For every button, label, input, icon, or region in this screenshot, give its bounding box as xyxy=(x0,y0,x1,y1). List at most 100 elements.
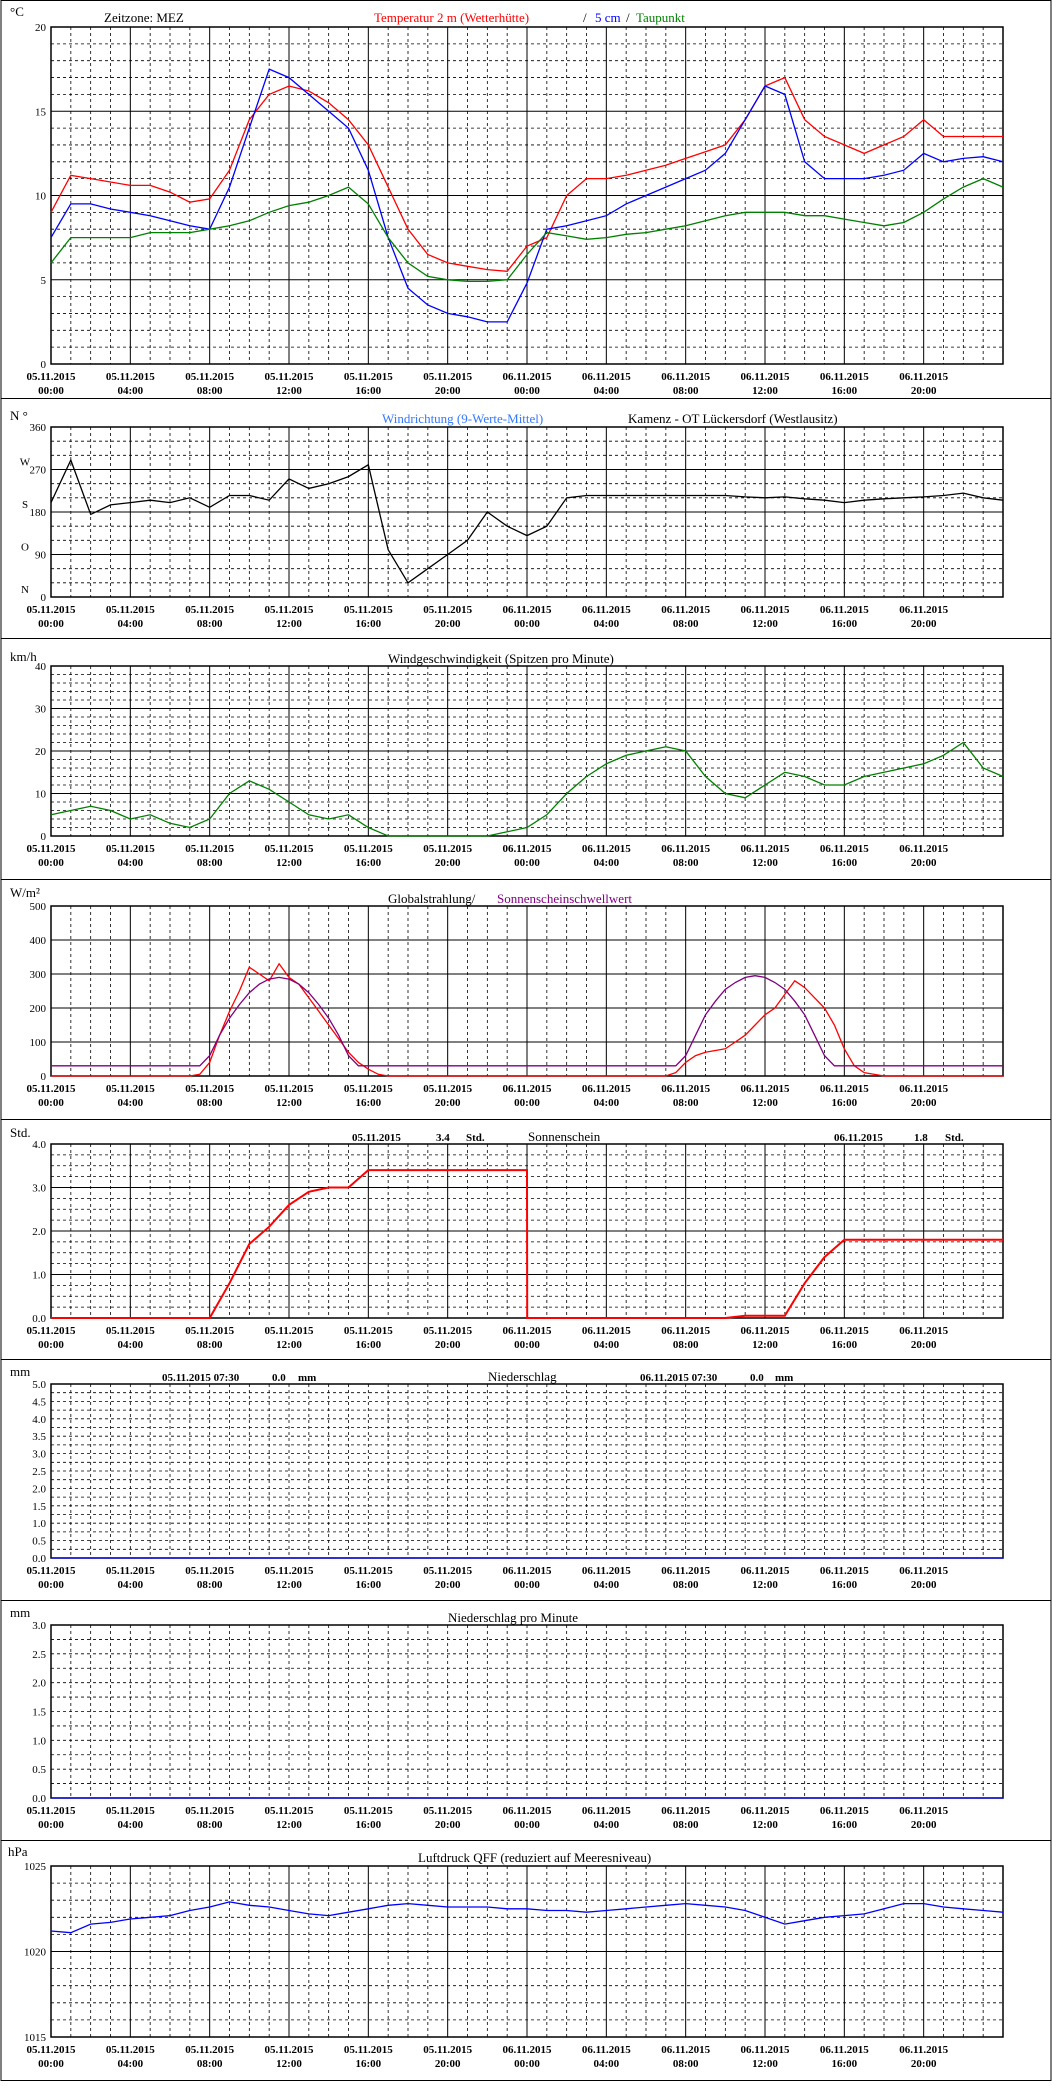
temperature-x-tick-date: 06.11.2015 xyxy=(503,371,552,383)
wind_speed-x-tick-time: 04:00 xyxy=(117,857,143,869)
pressure-x-tick-date: 05.11.2015 xyxy=(423,2044,472,2056)
precipitation-x-tick-time: 20:00 xyxy=(435,1579,461,1591)
radiation-series-purple-line xyxy=(51,975,1003,1067)
precipitation-x-tick-time: 20:00 xyxy=(911,1579,937,1591)
precipitation-x-tick-time: 08:00 xyxy=(197,1579,223,1591)
temperature-x-tick-time: 08:00 xyxy=(197,385,223,397)
temperature-x-tick-date: 06.11.2015 xyxy=(899,371,948,383)
precipitation-day1-unit: mm xyxy=(298,1372,316,1384)
sunshine-x-tick-date: 06.11.2015 xyxy=(820,1325,869,1337)
precipitation-y-tick-label: 0.5 xyxy=(32,1536,46,1548)
precipitation-x-tick-time: 04:00 xyxy=(117,1579,143,1591)
pressure-x-tick-date: 05.11.2015 xyxy=(265,2044,314,2056)
temperature-series-green-line xyxy=(50,177,1004,283)
wind_speed-x-tick-time: 00:00 xyxy=(38,857,64,869)
wind_speed-x-tick-date: 06.11.2015 xyxy=(582,843,631,855)
temperature-x-tick-date: 06.11.2015 xyxy=(582,371,631,383)
radiation-x-tick-time: 08:00 xyxy=(673,1097,699,1109)
radiation-unit: W/m² xyxy=(10,885,40,900)
radiation-x-tick-date: 06.11.2015 xyxy=(503,1083,552,1095)
precip_minute-x-tick-date: 06.11.2015 xyxy=(582,1805,631,1817)
temperature-x-tick-date: 06.11.2015 xyxy=(820,371,869,383)
precipitation-y-tick-label: 4.5 xyxy=(32,1396,46,1408)
sunshine-x-tick-time: 08:00 xyxy=(197,1339,223,1351)
wind_speed-x-tick-date: 06.11.2015 xyxy=(741,843,790,855)
wind-direction-compass-label: W xyxy=(20,457,31,469)
temperature-x-tick-date: 05.11.2015 xyxy=(106,371,155,383)
precipitation-y-tick-label: 4.0 xyxy=(32,1414,46,1426)
sunshine-day2-value: 1.8 xyxy=(914,1132,928,1144)
radiation-x-tick-time: 12:00 xyxy=(276,1097,302,1109)
precipitation-x-tick-date: 06.11.2015 xyxy=(582,1565,631,1577)
wind_speed-x-tick-time: 12:00 xyxy=(276,857,302,869)
sunshine-day1-date: 05.11.2015 xyxy=(352,1132,401,1144)
sunshine-x-tick-time: 08:00 xyxy=(673,1339,699,1351)
precip_minute-y-tick-label: 0.0 xyxy=(32,1793,46,1805)
temperature-legend-green: Taupunkt xyxy=(636,10,685,25)
precipitation-x-tick-time: 16:00 xyxy=(355,1579,381,1591)
sunshine-day1-unit: Std. xyxy=(466,1132,485,1144)
radiation-x-tick-time: 08:00 xyxy=(197,1097,223,1109)
precip-minute-unit: mm xyxy=(10,1605,30,1620)
precip_minute-x-tick-time: 04:00 xyxy=(593,1819,619,1831)
sunshine-x-tick-date: 06.11.2015 xyxy=(741,1325,790,1337)
sunshine-x-tick-date: 06.11.2015 xyxy=(661,1325,710,1337)
precipitation-x-tick-time: 00:00 xyxy=(514,1579,540,1591)
radiation-x-tick-time: 16:00 xyxy=(355,1097,381,1109)
wind_direction-x-tick-date: 06.11.2015 xyxy=(741,604,790,616)
precipitation-title: Niederschlag xyxy=(488,1369,557,1384)
temperature-x-tick-date: 05.11.2015 xyxy=(265,371,314,383)
temperature-y-tick-label: 5 xyxy=(41,275,47,287)
pressure-x-tick-time: 16:00 xyxy=(355,2058,381,2070)
temperature-x-tick-time: 04:00 xyxy=(117,385,143,397)
temperature-y-tick-label: 0 xyxy=(41,359,47,371)
wind_speed-x-tick-date: 05.11.2015 xyxy=(106,843,155,855)
wind_speed-y-tick-label: 30 xyxy=(35,704,47,716)
sunshine-x-tick-time: 00:00 xyxy=(38,1339,64,1351)
wind_speed-x-tick-date: 06.11.2015 xyxy=(820,843,869,855)
radiation-x-tick-date: 06.11.2015 xyxy=(899,1083,948,1095)
precipitation-x-tick-time: 12:00 xyxy=(276,1579,302,1591)
radiation-x-tick-time: 12:00 xyxy=(752,1097,778,1109)
wind_direction-x-tick-time: 00:00 xyxy=(514,618,540,630)
sunshine-x-tick-date: 05.11.2015 xyxy=(344,1325,393,1337)
radiation-title-threshold: Sonnenscheinschwellwert xyxy=(497,891,632,906)
pressure-x-tick-time: 08:00 xyxy=(197,2058,223,2070)
precipitation-y-tick-label: 0.0 xyxy=(32,1553,46,1565)
temperature-x-tick-time: 00:00 xyxy=(514,385,540,397)
wind_speed-x-tick-time: 08:00 xyxy=(673,857,699,869)
radiation-x-tick-date: 05.11.2015 xyxy=(265,1083,314,1095)
wind_speed-x-tick-time: 08:00 xyxy=(197,857,223,869)
temperature-unit: °C xyxy=(10,4,24,19)
precipitation-x-tick-date: 05.11.2015 xyxy=(265,1565,314,1577)
radiation-y-tick-label: 300 xyxy=(30,969,47,981)
wind_direction-x-tick-time: 00:00 xyxy=(38,618,64,630)
temperature-x-tick-date: 05.11.2015 xyxy=(27,371,76,383)
precip_minute-x-tick-time: 12:00 xyxy=(276,1819,302,1831)
precipitation-x-tick-date: 06.11.2015 xyxy=(503,1565,552,1577)
temperature-x-tick-date: 06.11.2015 xyxy=(661,371,710,383)
wind_speed-x-tick-date: 05.11.2015 xyxy=(344,843,393,855)
precipitation-day2-unit: mm xyxy=(775,1372,793,1384)
radiation-y-tick-label: 500 xyxy=(30,901,47,913)
temperature-x-tick-time: 20:00 xyxy=(911,385,937,397)
precip_minute-x-tick-date: 05.11.2015 xyxy=(265,1805,314,1817)
wind_speed-x-tick-date: 05.11.2015 xyxy=(265,843,314,855)
precipitation-day2-date: 06.11.2015 07:30 xyxy=(640,1372,718,1384)
wind-speed-title: Windgeschwindigkeit (Spitzen pro Minute) xyxy=(388,651,614,666)
pressure-x-tick-time: 08:00 xyxy=(673,2058,699,2070)
precipitation-unit: mm xyxy=(10,1364,30,1379)
sunshine-x-tick-time: 20:00 xyxy=(911,1339,937,1351)
sunshine-y-tick-label: 0.0 xyxy=(32,1313,46,1325)
pressure-x-tick-time: 04:00 xyxy=(117,2058,143,2070)
sunshine-x-tick-date: 05.11.2015 xyxy=(423,1325,472,1337)
pressure-x-tick-date: 06.11.2015 xyxy=(582,2044,631,2056)
sunshine-x-tick-time: 04:00 xyxy=(593,1339,619,1351)
sunshine-x-tick-time: 04:00 xyxy=(117,1339,143,1351)
sunshine-day2-unit: Std. xyxy=(945,1132,964,1144)
pressure-x-tick-date: 06.11.2015 xyxy=(661,2044,710,2056)
precip_minute-x-tick-time: 16:00 xyxy=(831,1819,857,1831)
radiation-y-tick-label: 0 xyxy=(41,1071,47,1083)
precip_minute-x-tick-time: 12:00 xyxy=(752,1819,778,1831)
temperature-legend-blue: 5 cm xyxy=(595,10,621,25)
